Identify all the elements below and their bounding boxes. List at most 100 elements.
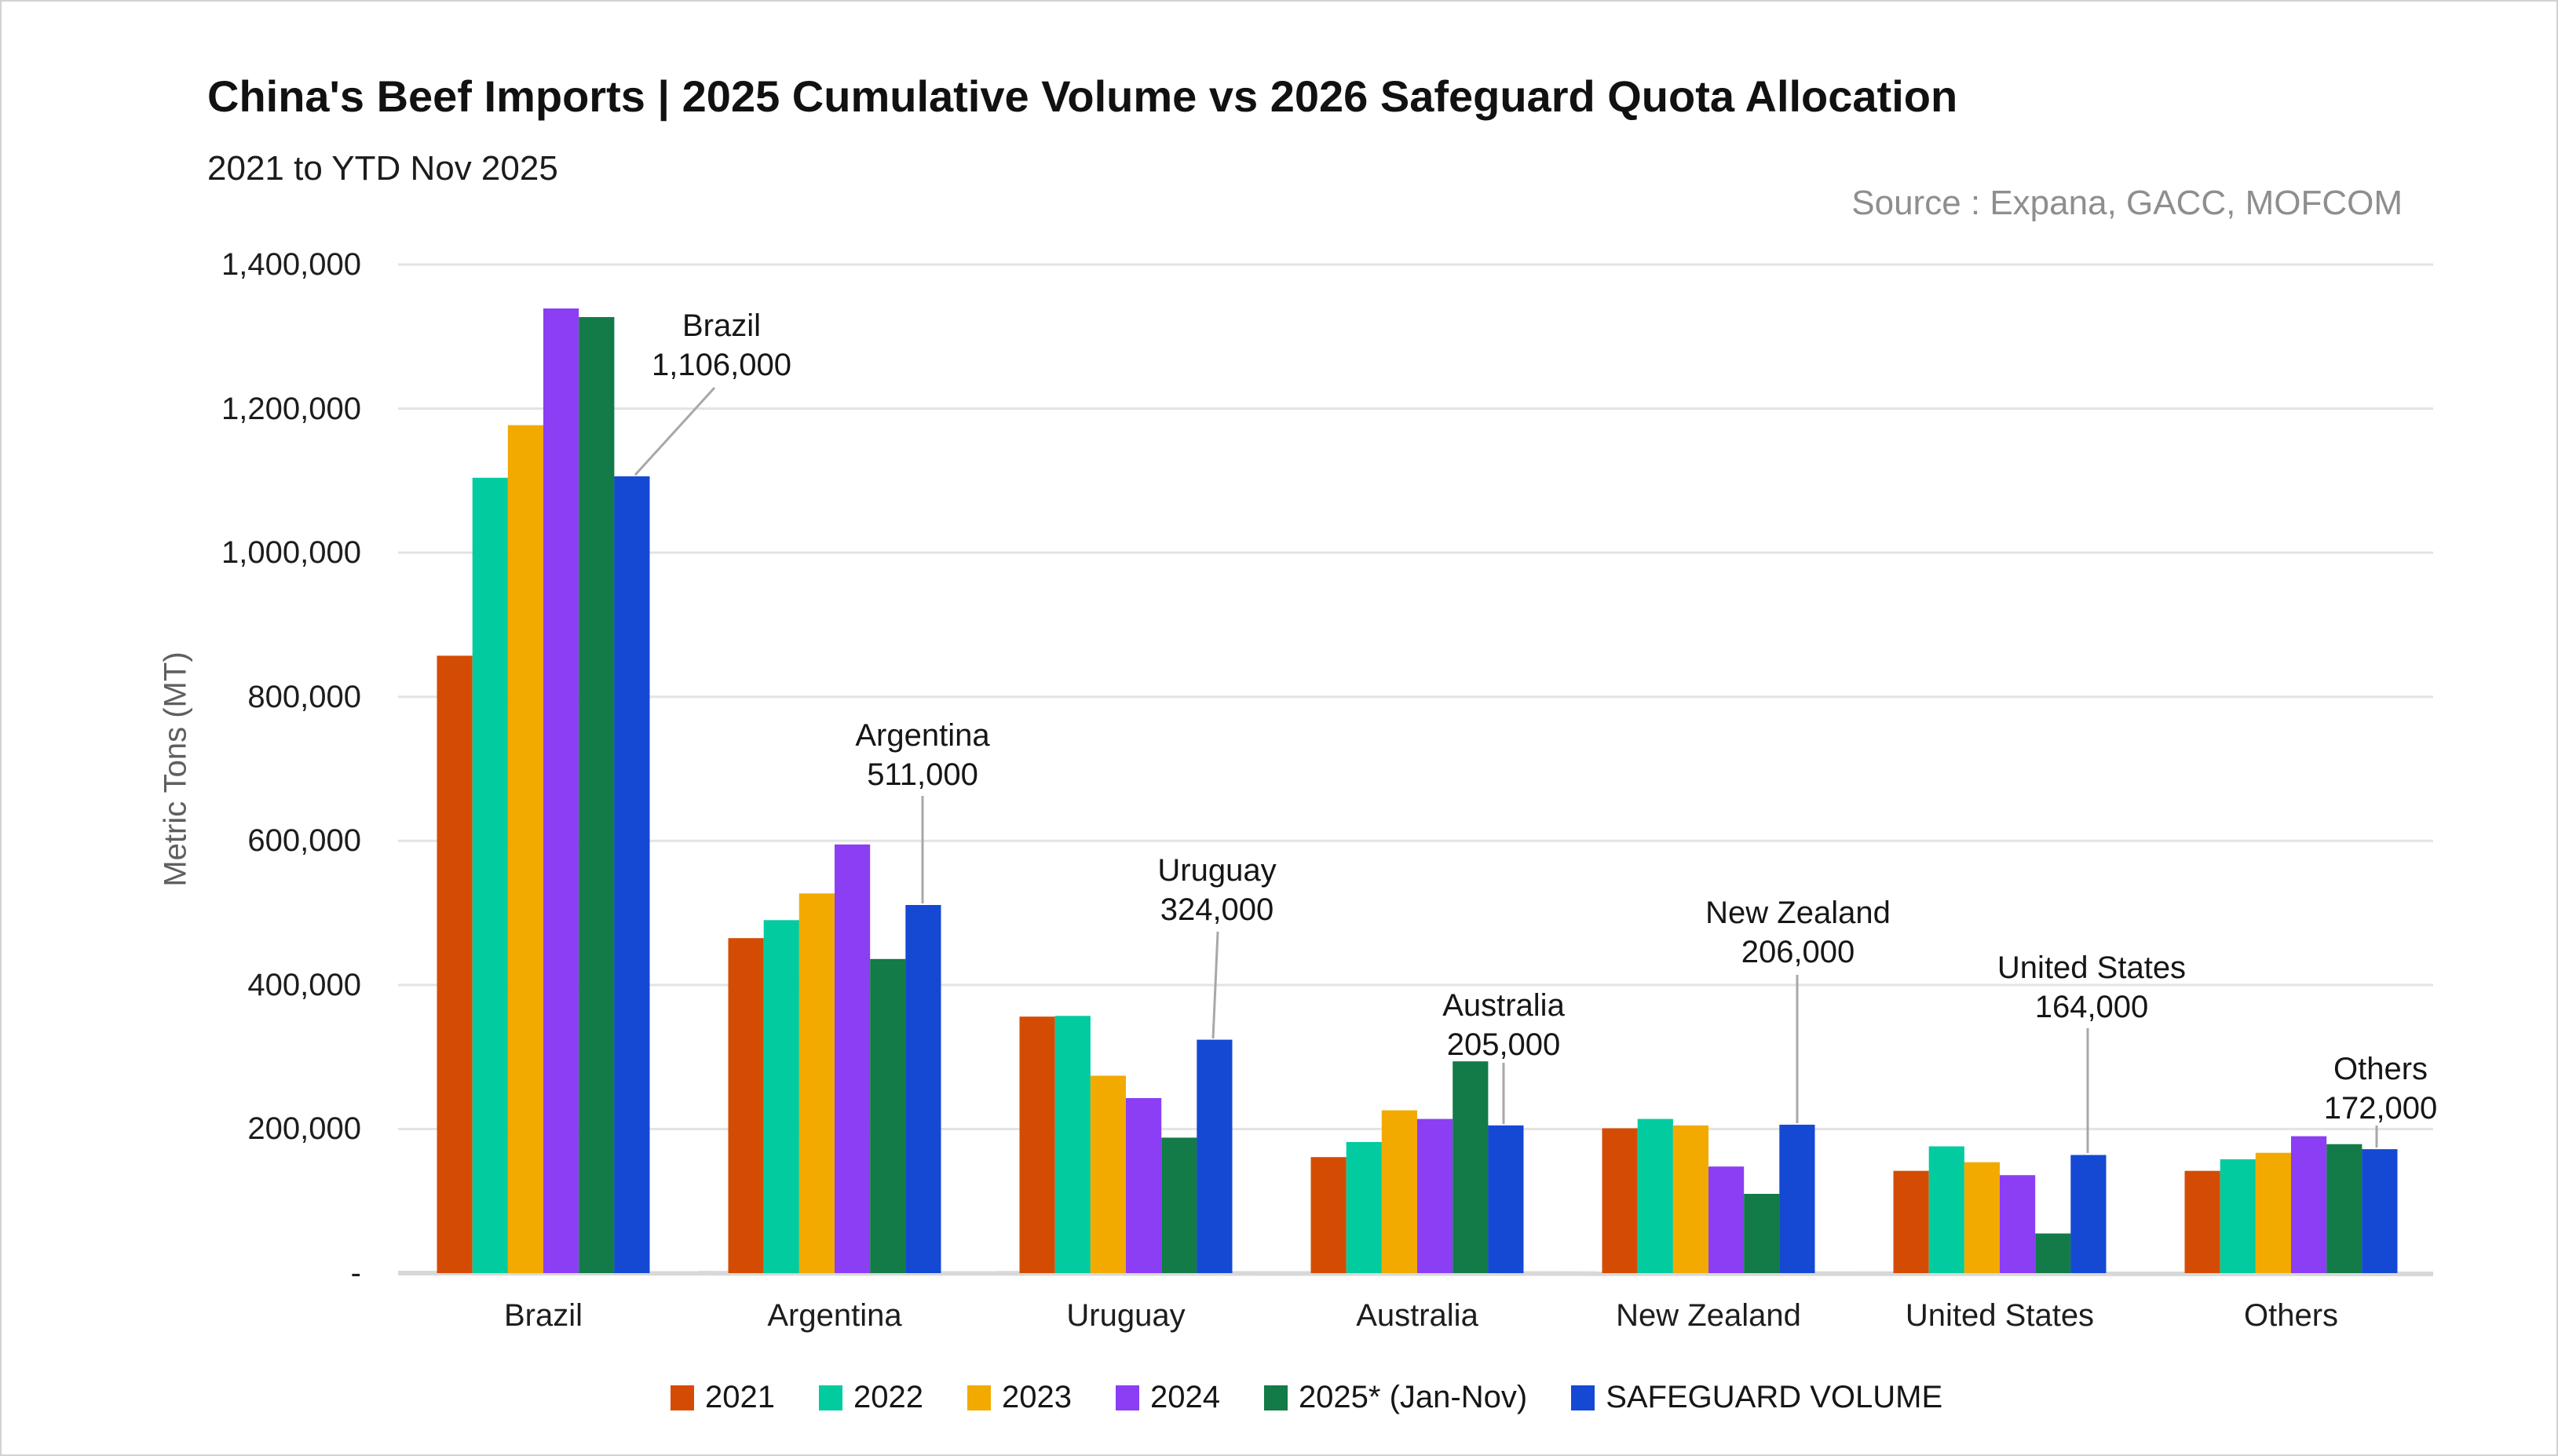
bar-uruguay-2021[interactable] [1019,1016,1055,1273]
y-tick-label: 600,000 [247,823,361,859]
annotation-value: 206,000 [1741,935,1855,969]
bar-argentina-2025[interactable] [870,958,906,1273]
bar-uruguay-SAFEGUARD[interactable] [1197,1039,1233,1273]
bar-australia-2023[interactable] [1381,1110,1417,1273]
annotation-country: United States [1997,951,2187,985]
bar-new-zealand-2021[interactable] [1602,1128,1638,1274]
category-label-australia: Australia [1356,1298,1478,1333]
y-tick-label: 800,000 [247,679,361,714]
annotation-country: Argentina [855,718,990,753]
bar-united-states-2021[interactable] [1893,1170,1929,1273]
legend-item-safeguard-volume[interactable]: SAFEGUARD VOLUME [1571,1380,1942,1415]
y-tick-label: 400,000 [247,967,361,1002]
bar-new-zealand-2025[interactable] [1744,1194,1780,1273]
legend-color-chip [818,1385,842,1410]
bar-uruguay-2024[interactable] [1126,1098,1162,1273]
annotation-country: New Zealand [1705,896,1891,930]
bar-argentina-2021[interactable] [728,938,764,1273]
callout-line-uruguay [1211,931,1219,1039]
bar-united-states-2024[interactable] [2000,1175,2036,1273]
y-tick-label: 200,000 [247,1111,361,1147]
annotation-value: 205,000 [1446,1027,1561,1062]
category-label-brazil: Brazil [503,1298,583,1333]
bar-others-2023[interactable] [2255,1152,2291,1273]
bar-brazil-2023[interactable] [507,425,543,1274]
bar-argentina-2023[interactable] [798,893,835,1273]
category-label-others: Others [2243,1298,2339,1333]
legend-item-2021[interactable]: 2021 [671,1380,775,1415]
annotation-country: Others [2333,1052,2428,1086]
bar-others-SAFEGUARD[interactable] [2362,1149,2398,1273]
bar-united-states-2025[interactable] [2035,1233,2071,1274]
bar-australia-SAFEGUARD[interactable] [1488,1125,1524,1273]
bar-others-2022[interactable] [2220,1159,2256,1273]
annotation-argentina: Argentina 511,000 [718,716,1127,794]
legend-label: 2024 [1149,1380,1220,1414]
bar-australia-2024[interactable] [1417,1118,1453,1273]
bar-australia-2021[interactable] [1310,1157,1347,1273]
annotation-brazil: Brazil 1,106,000 [517,306,926,385]
annotation-country: Uruguay [1157,853,1277,888]
bar-brazil-2021[interactable] [437,655,473,1273]
annotation-value: 172,000 [2323,1091,2438,1126]
bar-australia-2025[interactable] [1453,1061,1489,1273]
bar-uruguay-2022[interactable] [1054,1016,1091,1273]
y-tick-label: - [350,1256,361,1290]
legend-label: 2021 [705,1380,775,1414]
legend-item-2025-jan-nov-[interactable]: 2025* (Jan-Nov) [1263,1380,1528,1415]
bar-united-states-2022[interactable] [1928,1146,1964,1274]
bar-uruguay-2023[interactable] [1090,1075,1126,1274]
bar-others-2024[interactable] [2291,1136,2327,1273]
category-label-new-zealand: New Zealand [1616,1298,1801,1333]
legend-item-2023[interactable]: 2023 [967,1380,1072,1415]
legend: 2021 2022 2023 2024 2025* (Jan-Nov) SAFEGUARD… [671,1380,1942,1415]
bar-argentina-2024[interactable] [835,844,871,1273]
source-note: Source : Expana, GACC, MOFCOM [1851,184,2403,222]
annotation-united-states: United States 164,000 [1887,948,2296,1027]
annotation-value: 324,000 [1160,892,1274,927]
bar-brazil-2024[interactable] [543,308,579,1273]
bar-brazil-SAFEGUARD[interactable] [614,476,650,1273]
legend-color-chip [967,1385,991,1410]
legend-label: 2023 [1001,1380,1072,1414]
annotation-australia: Australia 205,000 [1299,986,1708,1064]
annotation-uruguay: Uruguay 324,000 [1013,851,1421,929]
bar-brazil-2022[interactable] [472,477,508,1273]
bar-others-2021[interactable] [2184,1170,2220,1273]
bar-united-states-2023[interactable] [1964,1162,2000,1273]
bar-new-zealand-2022[interactable] [1637,1118,1673,1273]
legend-label: SAFEGUARD VOLUME [1606,1380,1943,1414]
legend-label: 2025* (Jan-Nov) [1298,1380,1528,1414]
bar-new-zealand-2023[interactable] [1672,1125,1708,1273]
annotation-value: 1,106,000 [652,348,791,382]
legend-color-chip [1571,1385,1595,1410]
x-axis-baseline [397,1271,2434,1276]
legend-item-2024[interactable]: 2024 [1115,1380,1220,1415]
y-tick-label: 1,200,000 [221,391,361,426]
annotation-country: Australia [1442,988,1565,1023]
bar-new-zealand-2024[interactable] [1708,1166,1745,1273]
bar-new-zealand-SAFEGUARD[interactable] [1779,1124,1815,1273]
bar-argentina-2022[interactable] [763,920,799,1274]
legend-label: 2022 [853,1380,923,1414]
chart-subtitle: 2021 to YTD Nov 2025 [207,149,558,188]
bar-argentina-SAFEGUARD[interactable] [905,905,941,1273]
annotation-new-zealand: New Zealand 206,000 [1594,893,2002,972]
bar-brazil-2025[interactable] [579,317,615,1273]
bar-united-states-SAFEGUARD[interactable] [2070,1155,2107,1274]
bar-others-2025[interactable] [2326,1144,2362,1273]
bar-uruguay-2025[interactable] [1161,1137,1197,1273]
category-label-united-states: United States [1905,1298,2095,1333]
category-label-uruguay: Uruguay [1066,1298,1186,1333]
y-tick-label: 1,000,000 [221,535,361,571]
legend-color-chip [671,1385,694,1410]
annotation-country: Brazil [682,308,762,343]
legend-item-2022[interactable]: 2022 [818,1380,923,1415]
annotation-value: 511,000 [867,757,978,792]
bar-australia-2022[interactable] [1346,1142,1382,1273]
chart-title: China's Beef Imports | 2025 Cumulative V… [207,71,1958,121]
legend-color-chip [1115,1385,1139,1410]
callout-line-brazil [634,386,716,476]
